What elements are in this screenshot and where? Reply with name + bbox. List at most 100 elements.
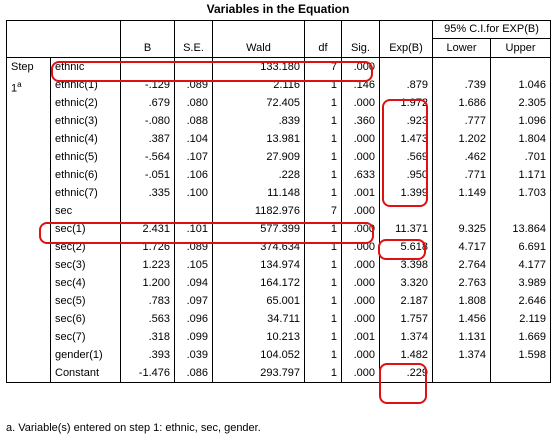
cell-se: .096 (174, 310, 213, 328)
cell-upper: 3.989 (489, 274, 552, 292)
table-row: sec(5) .783.097 65.001 1.000 2.187 1.808 2.646 (7, 292, 552, 310)
table-row: Step 1a ethnic 133.180 7.000 (6, 57, 552, 383)
cell-expb: .950 (379, 166, 433, 184)
cell-sig: .000 (341, 130, 380, 148)
col-header-se: S.E. (174, 38, 213, 58)
variable-name: sec(3) (50, 256, 121, 274)
cell-se: .100 (174, 184, 213, 202)
cell-se: .104 (174, 130, 213, 148)
col-header-upper: Upper (489, 38, 552, 58)
cell-df: 1 (304, 292, 342, 310)
cell-lower: 1.808 (432, 292, 491, 310)
cell-b: -.564 (120, 148, 175, 166)
table-row: ethnic(1) -.129.089 2.116 1.146.879.739 1.04… (7, 76, 552, 94)
cell-se: .097 (174, 292, 213, 310)
cell-se: .080 (174, 94, 213, 112)
cell-lower: .777 (432, 112, 491, 130)
cell-df: 1 (304, 328, 342, 346)
cell-b: .393 (120, 346, 175, 364)
cell-sig: .000 (341, 292, 380, 310)
cell-sig: .000 (341, 220, 380, 238)
cell-lower: 9.325 (432, 220, 491, 238)
variable-name: sec(6) (50, 310, 121, 328)
cell-lower: 1.202 (432, 130, 491, 148)
cell-expb (379, 57, 433, 76)
cell-upper: 2.305 (489, 94, 552, 112)
cell-b: .387 (120, 130, 175, 148)
cell-se: .101 (174, 220, 213, 238)
col-header-df: df (304, 38, 342, 58)
cell-se (174, 202, 213, 220)
cell-lower: 1.374 (432, 346, 491, 364)
table-body: Step 1a ethnic 133.180 7.000 ethnic(1) -.129.0… (6, 57, 552, 383)
cell-b: 2.431 (120, 220, 175, 238)
variables-in-equation-table: 95% C.I.for EXP(B) B S.E. Wald df Sig. E… (6, 20, 552, 383)
cell-df: 1 (304, 112, 342, 130)
table-row: Constant -1.476.086 293.797 1.000.229 (7, 364, 552, 383)
cell-upper (489, 57, 552, 76)
table-row: ethnic(3) -.080.088.839 1.360.923.777 1.096 (7, 112, 552, 130)
cell-upper: 1.096 (489, 112, 552, 130)
cell-sig: .000 (341, 57, 380, 76)
cell-wald: 34.711 (212, 310, 305, 328)
variable-name: ethnic(7) (50, 184, 121, 202)
footnote: a. Variable(s) entered on step 1: ethnic… (6, 422, 261, 434)
variable-name: sec(2) (50, 238, 121, 256)
cell-b: -.080 (120, 112, 175, 130)
cell-se: .106 (174, 166, 213, 184)
variable-name: Constant (50, 364, 121, 383)
col-header-b: B (120, 38, 175, 58)
cell-wald: 164.172 (212, 274, 305, 292)
cell-wald: 1182.976 (212, 202, 305, 220)
cell-wald: 27.909 (212, 148, 305, 166)
cell-b: .318 (120, 328, 175, 346)
cell-b: -1.476 (120, 364, 175, 383)
cell-expb: 1.374 (379, 328, 433, 346)
cell-upper: 1.598 (489, 346, 552, 364)
cell-upper: 2.646 (489, 292, 552, 310)
step-label-text: Step (11, 61, 34, 73)
cell-wald: 134.974 (212, 256, 305, 274)
cell-df: 1 (304, 184, 342, 202)
corner-cell (50, 20, 121, 39)
cell-lower: .739 (432, 76, 491, 94)
table-row: ethnic(5) -.564.107 27.909 1.000.569.462.70… (7, 148, 552, 166)
cell-expb: 5.618 (379, 238, 433, 256)
cell-expb: .569 (379, 148, 433, 166)
cell-b: .679 (120, 94, 175, 112)
cell-sig: .146 (341, 76, 380, 94)
cell-upper (489, 364, 552, 383)
cell-upper: 1.804 (489, 130, 552, 148)
cell-lower: 1.131 (432, 328, 491, 346)
cell-wald: 72.405 (212, 94, 305, 112)
cell-b: 1.726 (120, 238, 175, 256)
cell-sig: .001 (341, 184, 380, 202)
cell-wald: 577.399 (212, 220, 305, 238)
variable-name: ethnic(1) (50, 76, 121, 94)
cell-df: 1 (304, 238, 342, 256)
cell-sig: .633 (341, 166, 380, 184)
variable-name: ethnic(2) (50, 94, 121, 112)
cell-expb: 1.482 (379, 346, 433, 364)
cell-df: 7 (304, 57, 342, 76)
cell-lower: .771 (432, 166, 491, 184)
table-row: ethnic(6) -.051.106.228 1.633.950.771 1.171 (7, 166, 552, 184)
cell-upper: 1.046 (489, 76, 552, 94)
ci-group-header: 95% C.I.for EXP(B) (431, 20, 552, 39)
cell-sig: .360 (341, 112, 380, 130)
cell-se: .107 (174, 148, 213, 166)
table-row: sec(1) 2.431.101 577.399 1.000 11.371 9.325 13… (7, 220, 552, 238)
cell-wald: 104.052 (212, 346, 305, 364)
cell-b: -.129 (120, 76, 175, 94)
cell-b: 1.200 (120, 274, 175, 292)
cell-df: 1 (304, 310, 342, 328)
step-number: 1 (11, 82, 18, 95)
variable-name: ethnic(3) (50, 112, 121, 130)
cell-expb: .879 (379, 76, 433, 94)
cell-df: 1 (304, 76, 342, 94)
cell-upper: .701 (489, 148, 552, 166)
cell-upper: 4.177 (489, 256, 552, 274)
table-row: sec(6) .563.096 34.711 1.000 1.757 1.456 2.119 (7, 310, 552, 328)
cell-b: .563 (120, 310, 175, 328)
col-header-lower: Lower (432, 38, 491, 58)
